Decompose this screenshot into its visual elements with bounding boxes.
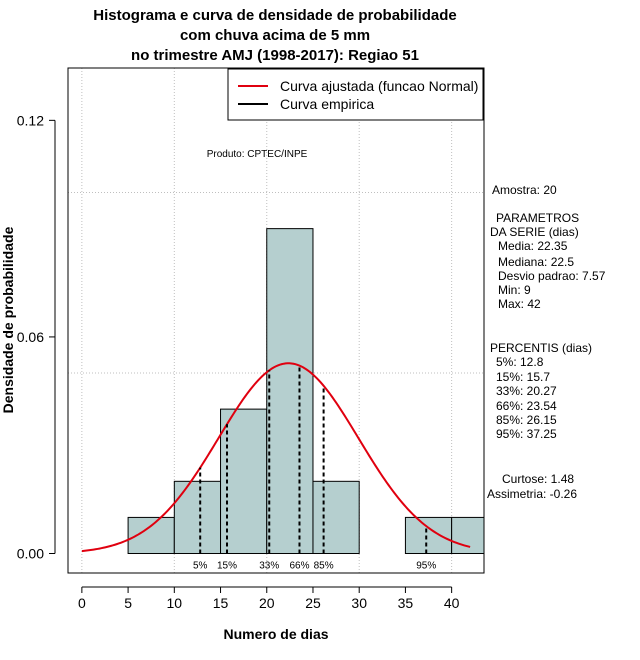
stat-media: Media: 22.35	[498, 239, 568, 253]
x-tick-label-5: 25	[305, 595, 321, 611]
x-tick-label-1: 5	[124, 595, 132, 611]
y-tick-label-2: 0.12	[17, 112, 44, 128]
percentile-label-4: 85%	[314, 561, 334, 572]
legend-label-normal: Curva ajustada (funcao Normal)	[280, 78, 478, 94]
stat-p33: 33%: 20.27	[496, 384, 557, 398]
x-axis-title: Numero de dias	[223, 626, 328, 642]
percentis-title: PERCENTIS (dias)	[490, 341, 592, 355]
chart-title-line-1: Histograma e curva de densidade de proba…	[93, 7, 456, 24]
percentile-label-1: 15%	[217, 561, 237, 572]
chart-title-line-2: com chuva acima de 5 mm	[180, 27, 370, 44]
x-tick-label-3: 15	[213, 595, 229, 611]
percentile-label-0: 5%	[193, 561, 208, 572]
params-title-1: PARAMETROS	[496, 211, 579, 225]
bars-layer	[127, 228, 485, 555]
percentile-label-2: 33%	[259, 561, 279, 572]
x-tick-label-2: 10	[167, 595, 183, 611]
stat-p15: 15%: 15.7	[496, 370, 550, 384]
normal-curve-line	[81, 362, 471, 553]
legend-label-empirical: Curva empirica	[280, 96, 374, 112]
axis-layer: 0 5 10 15 20 25 30 35 40 0.00 0.06 0.12	[17, 112, 460, 611]
histogram-bar-4	[312, 480, 360, 555]
stat-p66: 66%: 23.54	[496, 399, 557, 413]
histogram-bar-7	[451, 516, 485, 555]
y-axis-title: Densidade de probabilidade	[0, 226, 16, 413]
legend-box	[227, 68, 484, 121]
stat-assimetria: Assimetria: -0.26	[487, 487, 577, 501]
percentile-layer: 5% 15% 33% 66% 85% 95%	[193, 365, 436, 572]
curve-layer	[81, 362, 471, 553]
stats-panel: Amostra: 20 PARAMETROS DA SERIE (dias) M…	[487, 183, 606, 501]
stat-p85: 85%: 26.15	[496, 413, 557, 427]
stat-desvio: Desvio padrao: 7.57	[498, 269, 606, 283]
y-tick-label-0: 0.00	[17, 546, 44, 562]
x-tick-label-0: 0	[78, 595, 86, 611]
chart-title-line-3: no trimestre AMJ (1998-2017): Regiao 51	[131, 47, 419, 64]
legend: Curva ajustada (funcao Normal) Curva emp…	[227, 68, 484, 121]
sample-size: Amostra: 20	[492, 183, 557, 197]
histogram-bar-2	[220, 408, 268, 555]
percentile-label-5: 95%	[416, 561, 436, 572]
histogram-bar-3	[266, 228, 314, 555]
histogram-bar-1	[173, 480, 222, 555]
percentile-label-3: 66%	[289, 561, 309, 572]
stat-p95: 95%: 37.25	[496, 427, 557, 441]
x-tick-label-4: 20	[259, 595, 275, 611]
stat-max: Max: 42	[498, 297, 541, 311]
stat-min: Min: 9	[498, 283, 531, 297]
x-tick-label-8: 40	[444, 595, 460, 611]
stat-p5: 5%: 12.8	[496, 355, 544, 369]
params-title-2: DA SERIE (dias)	[490, 225, 579, 239]
plot-frame	[67, 67, 485, 574]
product-annotation: Produto: CPTEC/INPE	[207, 149, 308, 160]
stat-mediana: Mediana: 22.5	[498, 255, 574, 269]
x-tick-label-6: 30	[351, 595, 367, 611]
x-tick-label-7: 35	[398, 595, 414, 611]
y-tick-label-1: 0.06	[17, 329, 44, 345]
stat-curtose: Curtose: 1.48	[502, 472, 574, 486]
histogram-bar-6	[404, 516, 453, 555]
